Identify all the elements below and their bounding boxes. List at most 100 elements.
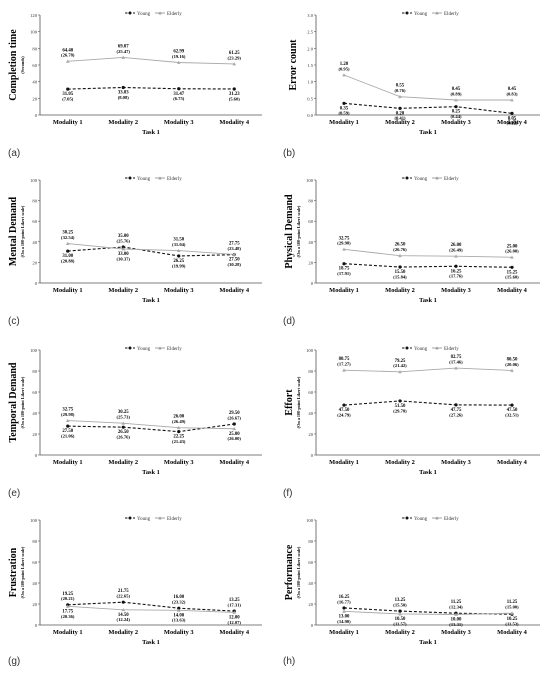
data-label-sd: (11.57) xyxy=(393,621,407,626)
data-label-sd: (29.98) xyxy=(61,412,75,417)
y-axis-subtitle: (On a 100-point Likert scale) xyxy=(296,376,301,428)
x-category-label: Modality 2 xyxy=(385,459,415,466)
data-label-value: 21.75 xyxy=(118,589,129,594)
legend-label-young: Young xyxy=(137,517,151,522)
data-label-sd: (17.46) xyxy=(449,360,463,365)
chart-panel-7: 0 20 40 60 80 100 Modality 1 Modality 2 Modality… xyxy=(284,516,540,646)
data-point-young xyxy=(66,87,70,91)
panel-label-f: (f) xyxy=(283,488,293,499)
data-point-elderly xyxy=(232,62,237,66)
y-tick-label: 2.0 xyxy=(307,46,313,51)
y-tick-label: 100 xyxy=(306,178,314,183)
data-label-value: 26.50 xyxy=(395,243,406,248)
y-axis-subtitle: (On a 100-point Likert scale) xyxy=(296,546,301,598)
data-label-sd: (17.31) xyxy=(228,602,242,607)
data-label-value: 0.35 xyxy=(340,106,349,111)
data-label-sd: (23.32) xyxy=(172,600,186,605)
panel-label-a: (a) xyxy=(8,148,21,159)
data-label-value: 47.50 xyxy=(339,408,350,413)
data-label-value: 29.50 xyxy=(229,411,240,416)
data-label-sd: (22.65) xyxy=(117,594,131,599)
x-category-label: Modality 4 xyxy=(497,287,527,294)
data-point-young xyxy=(398,399,402,403)
data-label-value: 18.75 xyxy=(339,267,350,272)
data-point-elderly xyxy=(342,368,346,372)
data-point-elderly xyxy=(176,425,181,430)
y-tick-label: 100 xyxy=(30,348,38,353)
data-label-value: 25.00 xyxy=(507,244,518,249)
x-category-label: Modality 4 xyxy=(219,287,249,294)
data-label-value: 27.50 xyxy=(62,429,73,434)
chart-panel-2: 0 20 40 60 80 100 Modality 1 Modality 2 Modality… xyxy=(8,176,262,304)
legend-label-elderly: Elderly xyxy=(444,12,459,17)
y-tick-label: 0 xyxy=(35,113,38,118)
y-axis-title: Error count xyxy=(288,39,299,91)
legend-marker-young xyxy=(128,346,132,350)
y-tick-label: 100 xyxy=(30,518,38,523)
data-point-elderly xyxy=(232,610,237,614)
data-point-elderly xyxy=(65,241,70,246)
x-axis-title: Task 1 xyxy=(142,639,160,646)
data-label-sd: (24.79) xyxy=(337,413,351,418)
data-point-elderly xyxy=(232,252,237,256)
y-tick-label: 40 xyxy=(32,80,37,85)
data-label-value: 62.99 xyxy=(173,50,184,55)
chart-panel-3: 0 20 40 60 80 100 Modality 1 Modality 2 Modality… xyxy=(284,176,540,304)
data-label-sd: (12.07) xyxy=(228,620,242,625)
y-tick-label: 40 xyxy=(308,411,313,416)
panel-label-h: (h) xyxy=(283,656,296,667)
x-category-label: Modality 4 xyxy=(497,119,527,126)
series-line-young xyxy=(343,400,513,406)
data-label-sd: (26.67) xyxy=(228,415,242,420)
legend-marker-elderly xyxy=(435,176,439,180)
data-label-value: 82.75 xyxy=(451,355,462,360)
data-label-value: 31.23 xyxy=(229,92,240,97)
data-label-sd: (21.43) xyxy=(172,439,186,444)
legend-marker-elderly xyxy=(435,346,439,350)
y-axis-title: Effort xyxy=(284,389,295,416)
series-line-young xyxy=(343,263,513,268)
data-label-sd: (0.22) xyxy=(506,121,518,126)
data-point-elderly xyxy=(176,60,181,64)
data-label-sd: (15.60) xyxy=(505,275,519,280)
x-category-label: Modality 1 xyxy=(329,287,359,294)
x-category-label: Modality 2 xyxy=(108,459,138,466)
x-category-label: Modality 4 xyxy=(497,629,527,636)
data-label-value: 15.25 xyxy=(507,270,518,275)
x-category-label: Modality 4 xyxy=(497,459,527,466)
data-point-elderly xyxy=(510,255,514,259)
y-tick-label: 20 xyxy=(32,602,37,607)
y-tick-label: 1.0 xyxy=(307,80,313,85)
data-label-value: 31.47 xyxy=(173,92,184,97)
y-tick-label: 80 xyxy=(32,539,37,544)
data-point-elderly xyxy=(398,369,402,374)
data-label-sd: (21.06) xyxy=(61,434,75,439)
legend-marker-young xyxy=(128,11,132,15)
data-point-elderly xyxy=(342,609,346,613)
data-point-young xyxy=(232,87,236,91)
legend-label-elderly: Elderly xyxy=(444,347,459,352)
x-category-label: Modality 1 xyxy=(329,459,359,466)
x-category-label: Modality 2 xyxy=(108,287,138,294)
data-point-young xyxy=(66,249,70,253)
data-label-sd: (0.95) xyxy=(338,66,350,71)
data-label-sd: (26.76) xyxy=(117,435,131,440)
data-point-elderly xyxy=(510,98,514,102)
y-tick-label: 100 xyxy=(30,30,38,35)
data-point-elderly xyxy=(65,604,70,608)
x-axis-title: Task 1 xyxy=(142,297,160,304)
y-tick-label: 60 xyxy=(32,63,37,68)
data-point-elderly xyxy=(65,418,70,423)
data-point-young xyxy=(454,403,458,407)
data-point-elderly xyxy=(454,366,458,370)
series-line-elderly xyxy=(67,243,235,255)
data-label-value: 26.00 xyxy=(173,415,184,420)
data-label-sd: (26.76) xyxy=(393,247,407,252)
data-label-sd: (23.29) xyxy=(228,55,242,60)
y-axis-subtitle: (On a 100-point Likert scale) xyxy=(296,205,301,257)
data-label-value: 80.50 xyxy=(507,357,518,362)
legend-marker-young xyxy=(128,516,132,520)
data-label-value: 38.25 xyxy=(62,231,73,236)
chart-panel-5: 0 20 40 60 80 100 Modality 1 Modality 2 Modality… xyxy=(284,346,540,476)
